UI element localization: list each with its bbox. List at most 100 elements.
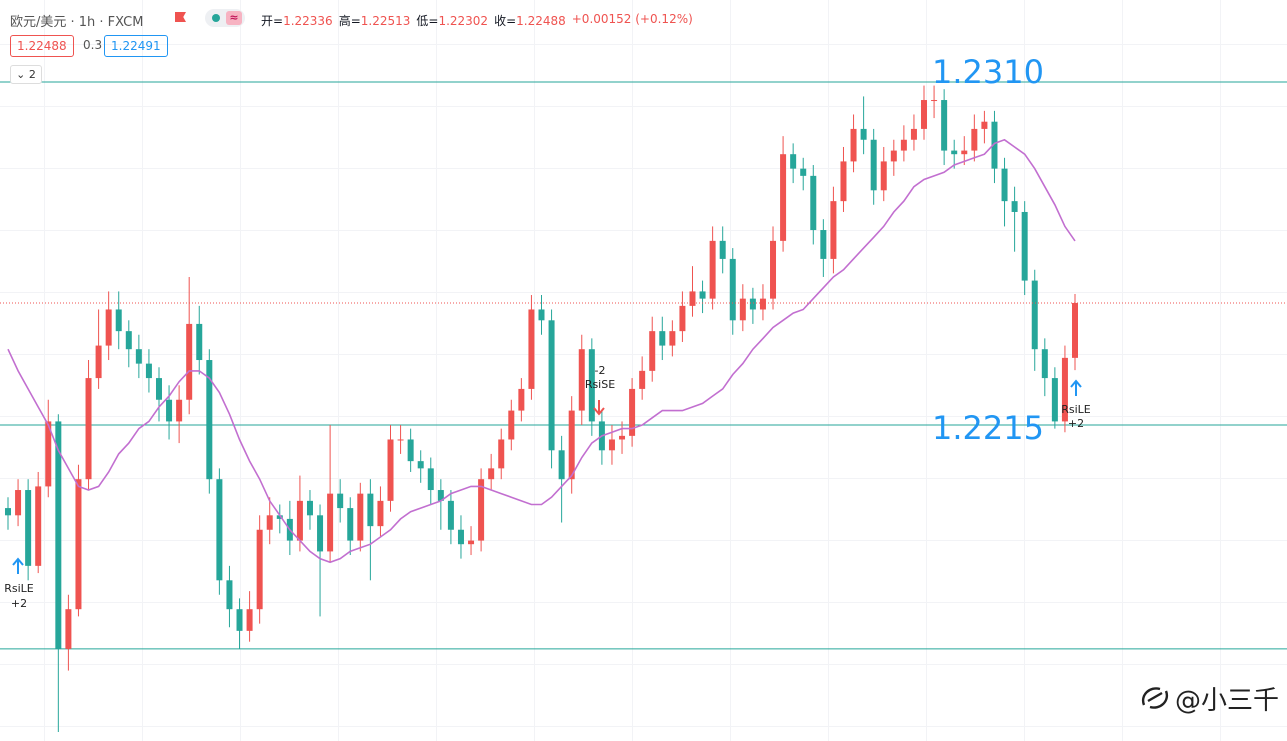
ohlc-item: 低=1.22302 bbox=[416, 12, 488, 29]
candle-body bbox=[95, 345, 102, 379]
candle-body bbox=[115, 309, 122, 332]
ohlc-value: 1.22488 bbox=[516, 14, 566, 28]
bid-price[interactable]: 1.22488 bbox=[10, 35, 74, 57]
candle-body bbox=[780, 154, 787, 241]
candle-body bbox=[709, 240, 716, 299]
candle-body bbox=[226, 580, 233, 610]
candle-body bbox=[538, 309, 545, 321]
candle-body bbox=[880, 161, 887, 191]
candle-body bbox=[518, 388, 525, 411]
candle-body bbox=[135, 349, 142, 364]
candle-body bbox=[145, 363, 152, 379]
candle-body bbox=[508, 410, 515, 440]
candle-body bbox=[669, 331, 676, 346]
ohlc-label: 高= bbox=[338, 14, 361, 28]
candle-body bbox=[860, 128, 867, 140]
candle-body bbox=[931, 100, 938, 102]
candle-body bbox=[619, 435, 626, 440]
candle-body bbox=[256, 529, 263, 610]
candle-body bbox=[900, 139, 907, 151]
candle-body bbox=[266, 515, 273, 530]
candle-body bbox=[759, 298, 766, 310]
candle-body bbox=[488, 468, 495, 480]
candle-body bbox=[820, 230, 827, 259]
candle-body bbox=[105, 309, 112, 346]
candle-body bbox=[125, 331, 132, 350]
count: 2 bbox=[28, 68, 36, 81]
candle-body bbox=[246, 609, 253, 631]
candle-body bbox=[478, 479, 485, 541]
candle-body bbox=[367, 493, 374, 527]
sell-arrow bbox=[593, 400, 605, 416]
candle-body bbox=[55, 421, 62, 649]
status-pill[interactable]: ≈ bbox=[205, 9, 245, 27]
ohlc-value: 1.22302 bbox=[438, 14, 489, 28]
spread: 0.3 bbox=[83, 38, 103, 52]
candle-body bbox=[296, 500, 303, 541]
candle-body bbox=[800, 168, 807, 176]
ohlc: 开=1.22336 高=1.22513 低=1.22302 收=1.22488 … bbox=[261, 12, 693, 29]
candle-body bbox=[961, 150, 968, 155]
candle-body bbox=[387, 439, 394, 501]
ask-price[interactable]: 1.22491 bbox=[104, 35, 168, 57]
candle-body bbox=[840, 161, 847, 202]
candle-body bbox=[921, 100, 928, 129]
candle-body bbox=[850, 128, 857, 162]
candle-body bbox=[25, 490, 32, 566]
ohlc-label: 低= bbox=[416, 14, 439, 28]
watermark: @小三千 bbox=[1175, 686, 1280, 716]
ohlc-value: 1.22513 bbox=[360, 14, 411, 28]
candle-body bbox=[347, 508, 354, 541]
candle-body bbox=[558, 450, 565, 480]
candle-body bbox=[1041, 349, 1048, 379]
candle-body bbox=[306, 500, 313, 516]
candle-body bbox=[5, 508, 11, 516]
candle-body bbox=[317, 515, 324, 552]
candle-body bbox=[729, 258, 736, 321]
candle-body bbox=[971, 128, 978, 151]
candle-body bbox=[447, 500, 454, 530]
toggle-count: ⌄ 2 bbox=[16, 68, 36, 81]
candle-body bbox=[216, 479, 223, 581]
candle-body bbox=[85, 378, 92, 480]
candle-body bbox=[155, 378, 162, 400]
candle-body bbox=[65, 609, 72, 649]
candle-body bbox=[498, 439, 505, 469]
candle-body bbox=[790, 154, 797, 169]
candle-body bbox=[528, 309, 535, 389]
flag-icon[interactable] bbox=[175, 12, 186, 22]
candle-body bbox=[276, 515, 283, 519]
candle-body bbox=[468, 540, 475, 545]
symbol[interactable]: 欧元/美元 · 1h · FXCM bbox=[10, 15, 144, 30]
candle-body bbox=[1072, 302, 1078, 358]
candle-body bbox=[699, 291, 706, 299]
watermark-logo bbox=[1141, 687, 1169, 709]
signal-size: -2 bbox=[594, 364, 606, 377]
signal-label: RsiLE bbox=[1061, 403, 1091, 416]
signal-label: RsiLE bbox=[4, 582, 34, 595]
candle-body bbox=[206, 360, 213, 480]
candle-body bbox=[981, 121, 988, 129]
ohlc-label: 收= bbox=[494, 14, 517, 28]
candle-body bbox=[810, 175, 817, 231]
candle-body bbox=[719, 240, 726, 259]
candle-body bbox=[548, 320, 555, 451]
candle-body bbox=[749, 298, 756, 310]
candle-body bbox=[176, 399, 183, 422]
indicator-toggle[interactable]: ⌄ 2 bbox=[10, 65, 42, 84]
signal-size: +2 bbox=[1067, 417, 1085, 430]
candle-body bbox=[327, 493, 334, 552]
candle-body bbox=[45, 421, 52, 487]
candle-body bbox=[75, 479, 82, 610]
candle-body bbox=[417, 461, 424, 469]
candle-body bbox=[649, 331, 656, 371]
ohlc-value: 1.22336 bbox=[283, 14, 333, 28]
candle-body bbox=[689, 291, 696, 306]
candle-body bbox=[830, 201, 837, 259]
candle-body bbox=[679, 305, 686, 332]
candle-body bbox=[659, 331, 666, 346]
candle-body bbox=[890, 150, 897, 162]
candle-body bbox=[427, 468, 434, 491]
